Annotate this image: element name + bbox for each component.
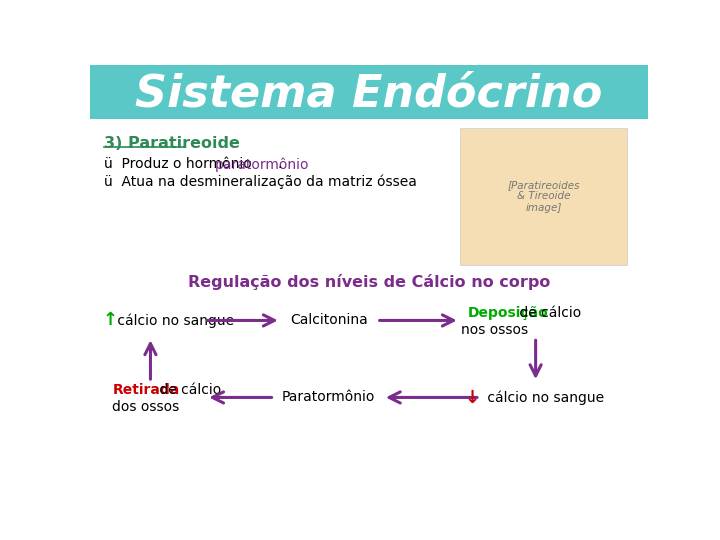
Text: cálcio no sangue: cálcio no sangue <box>113 313 235 328</box>
Text: Paratormônio: Paratormônio <box>282 390 375 404</box>
Text: Calcitonina: Calcitonina <box>290 313 368 327</box>
FancyBboxPatch shape <box>461 128 627 265</box>
Text: .: . <box>278 157 282 171</box>
Text: de cálcio: de cálcio <box>156 383 222 397</box>
Text: Sistema Endócrino: Sistema Endócrino <box>135 72 603 116</box>
Text: de cálcio: de cálcio <box>515 306 581 320</box>
Text: paratormônio: paratormônio <box>215 157 309 172</box>
Text: [Paratireoides
& Tireoide
image]: [Paratireoides & Tireoide image] <box>507 180 580 213</box>
Text: ü  Produz o hormônio: ü Produz o hormônio <box>104 157 256 171</box>
Text: dos ossos: dos ossos <box>112 400 179 414</box>
Text: cálcio no sangue: cálcio no sangue <box>483 390 604 404</box>
Text: ↑: ↑ <box>102 312 117 329</box>
Text: ↓: ↓ <box>464 388 480 407</box>
Text: 3) Paratireoide: 3) Paratireoide <box>104 136 240 151</box>
FancyBboxPatch shape <box>90 65 648 119</box>
Text: Regulação dos níveis de Cálcio no corpo: Regulação dos níveis de Cálcio no corpo <box>188 274 550 290</box>
Text: ü  Atua na desmineralização da matriz óssea: ü Atua na desmineralização da matriz óss… <box>104 174 417 188</box>
Text: nos ossos: nos ossos <box>461 323 528 336</box>
Text: Retirada: Retirada <box>113 383 181 397</box>
Text: Deposição: Deposição <box>467 306 548 320</box>
